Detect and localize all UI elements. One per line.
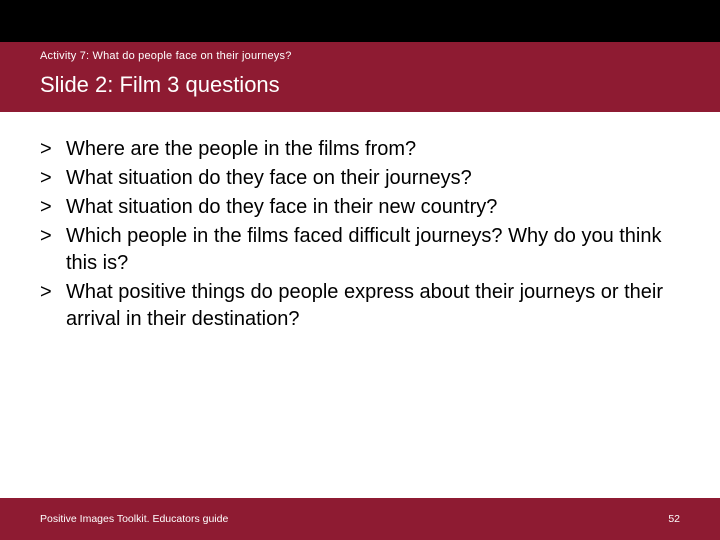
question-text: Which people in the films faced difficul… bbox=[66, 223, 680, 277]
question-text: What situation do they face in their new… bbox=[66, 194, 680, 221]
list-item: > Which people in the films faced diffic… bbox=[40, 223, 680, 277]
bullet-glyph: > bbox=[40, 223, 66, 250]
footer-left: Positive Images Toolkit. Educators guide bbox=[40, 513, 228, 525]
question-text: Where are the people in the films from? bbox=[66, 136, 680, 163]
question-text: What situation do they face on their jou… bbox=[66, 165, 680, 192]
slide-title: Slide 2: Film 3 questions bbox=[40, 72, 680, 98]
slide: Activity 7: What do people face on their… bbox=[0, 0, 720, 540]
bullet-glyph: > bbox=[40, 165, 66, 192]
list-item: > What positive things do people express… bbox=[40, 279, 680, 333]
page-number: 52 bbox=[668, 513, 680, 525]
header-band: Activity 7: What do people face on their… bbox=[0, 42, 720, 112]
bullet-glyph: > bbox=[40, 136, 66, 163]
activity-label: Activity 7: What do people face on their… bbox=[40, 42, 680, 72]
footer: Positive Images Toolkit. Educators guide… bbox=[0, 498, 720, 540]
bullet-glyph: > bbox=[40, 279, 66, 306]
list-item: > What situation do they face on their j… bbox=[40, 165, 680, 192]
list-item: > Where are the people in the films from… bbox=[40, 136, 680, 163]
slide-body: > Where are the people in the films from… bbox=[0, 112, 720, 540]
bullet-glyph: > bbox=[40, 194, 66, 221]
question-text: What positive things do people express a… bbox=[66, 279, 680, 333]
list-item: > What situation do they face in their n… bbox=[40, 194, 680, 221]
top-bar bbox=[0, 0, 720, 42]
